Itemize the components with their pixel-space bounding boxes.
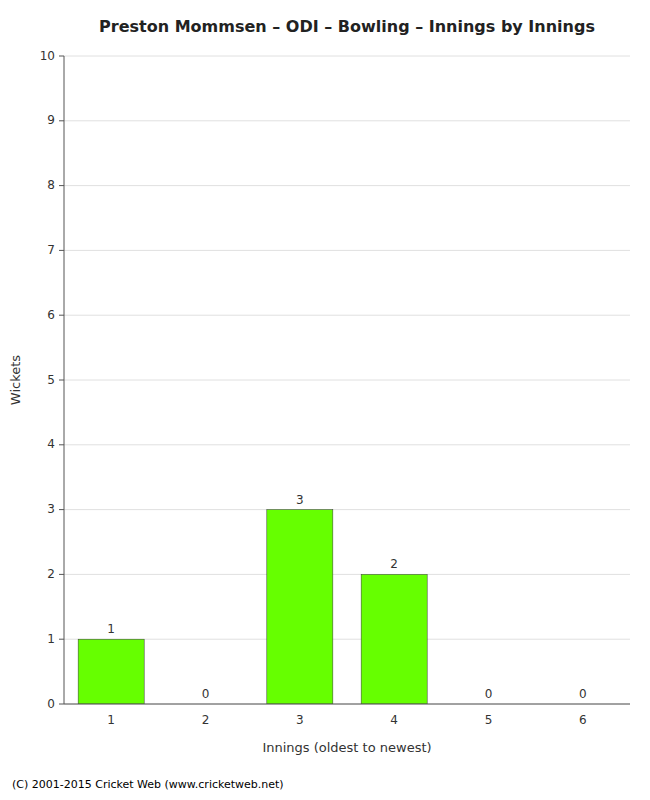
bar — [361, 574, 427, 704]
tick-label: 0 — [47, 697, 55, 711]
tick-mark — [59, 380, 64, 381]
x-ticks: 1 2 3 4 5 6 — [107, 713, 586, 727]
data-label: 1 — [107, 622, 115, 636]
y-axis-label: Wickets — [8, 355, 23, 405]
tick-label: 10 — [40, 49, 55, 63]
grid-line — [64, 185, 630, 186]
data-labels: 1 0 3 2 0 0 — [107, 493, 586, 701]
grid-line — [64, 250, 630, 251]
bar — [267, 510, 333, 704]
bar — [78, 639, 144, 704]
chart: 012345678910123456103200Preston Mommsen … — [0, 0, 650, 800]
tick-mark — [59, 120, 64, 121]
tick-mark — [59, 250, 64, 251]
tick-label: 8 — [47, 178, 55, 192]
tick-mark — [59, 315, 64, 316]
grid-line — [64, 509, 630, 510]
tick-mark — [59, 704, 64, 705]
data-label: 0 — [485, 687, 493, 701]
grid-line — [64, 639, 630, 640]
tick-mark — [59, 56, 64, 57]
y-axis — [64, 56, 65, 704]
tick-label: 9 — [47, 113, 55, 127]
y-ticks: 0 1 2 3 4 5 6 7 8 9 10 — [40, 49, 64, 711]
tick-label: 6 — [579, 713, 587, 727]
tick-label: 4 — [47, 437, 55, 451]
grid-line — [64, 444, 630, 445]
x-axis — [64, 704, 630, 705]
grid — [64, 56, 630, 704]
tick-mark — [59, 185, 64, 186]
data-label: 0 — [202, 687, 210, 701]
tick-label: 5 — [47, 373, 55, 387]
grid-line — [64, 120, 630, 121]
tick-label: 2 — [202, 713, 210, 727]
tick-label: 1 — [47, 632, 55, 646]
bars — [78, 510, 427, 704]
tick-mark — [59, 639, 64, 640]
tick-label: 1 — [107, 713, 115, 727]
tick-label: 3 — [47, 502, 55, 516]
tick-label: 6 — [47, 308, 55, 322]
data-label: 2 — [390, 557, 398, 571]
data-label: 0 — [579, 687, 587, 701]
grid-line — [64, 315, 630, 316]
tick-label: 4 — [390, 713, 398, 727]
grid-line — [64, 574, 630, 575]
grid-line — [64, 704, 630, 705]
tick-label: 7 — [47, 243, 55, 257]
footer: (C) 2001-2015 Cricket Web (www.cricketwe… — [12, 778, 284, 791]
tick-label: 2 — [47, 567, 55, 581]
grid-line — [64, 380, 630, 381]
x-axis-label: Innings (oldest to newest) — [262, 740, 431, 755]
tick-label: 3 — [296, 713, 304, 727]
tick-mark — [59, 444, 64, 445]
title: Preston Mommsen – ODI – Bowling – Inning… — [99, 17, 595, 36]
data-label: 3 — [296, 493, 304, 507]
tick-mark — [59, 574, 64, 575]
tick-mark — [59, 509, 64, 510]
tick-label: 5 — [485, 713, 493, 727]
grid-line — [64, 56, 630, 57]
